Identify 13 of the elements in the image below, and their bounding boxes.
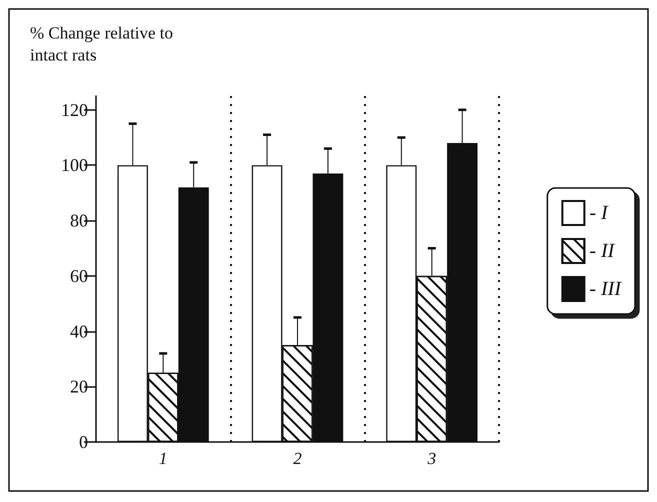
x-tick-label: 3 — [426, 449, 436, 468]
x-tick-label: 2 — [293, 449, 302, 468]
legend-label: - II — [589, 240, 616, 262]
y-tick-label: 20 — [70, 376, 88, 397]
y-tick-label: 60 — [70, 266, 88, 286]
legend-label: - III — [589, 278, 622, 300]
y-tick-label: 80 — [70, 210, 88, 231]
y-tick-label: 40 — [70, 321, 88, 342]
y-tick-label: 100 — [61, 155, 88, 176]
x-tick-label: 1 — [158, 449, 168, 468]
y-axis-title: % Change relative to intact rats — [30, 24, 178, 64]
y-tick-label: 120 — [61, 100, 88, 120]
legend-label: - I — [589, 202, 610, 224]
